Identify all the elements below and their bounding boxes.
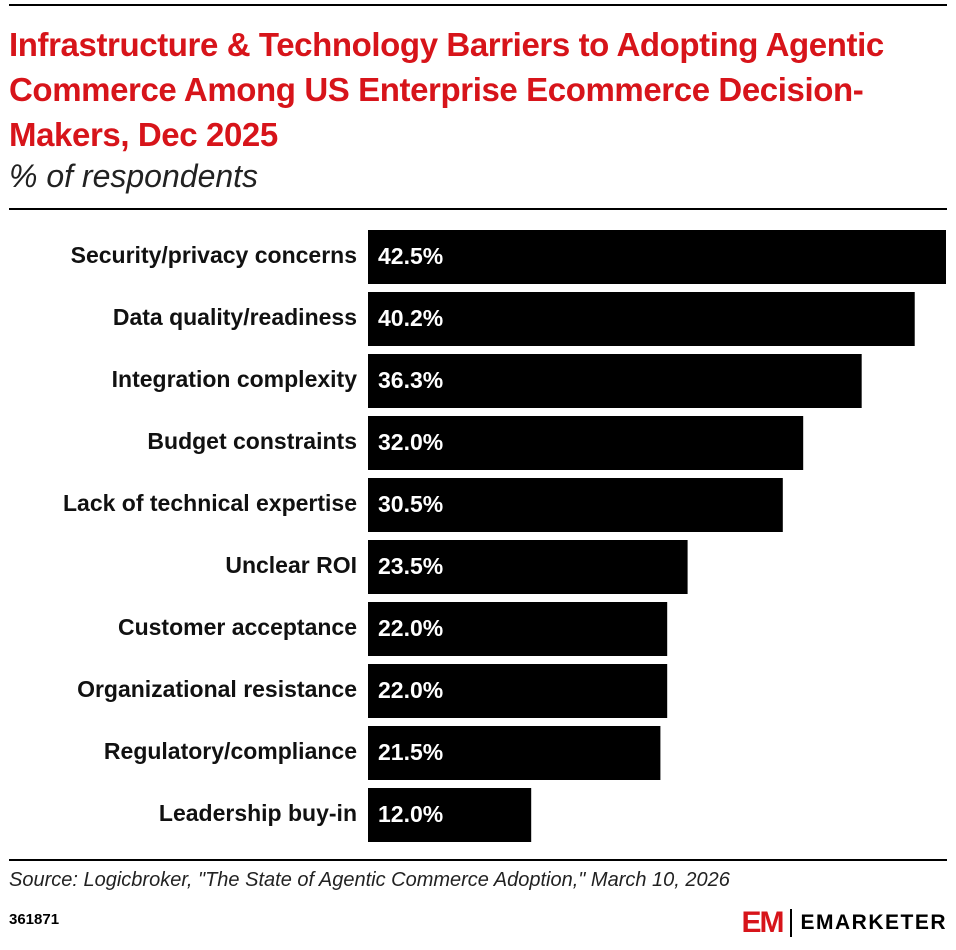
category-label: Budget constraints [147,428,357,454]
top-rule [9,4,947,6]
chart-title: Infrastructure & Technology Barriers to … [9,26,884,153]
category-label: Lack of technical expertise [63,490,357,516]
value-label: 42.5% [378,243,443,269]
value-label: 23.5% [378,553,443,579]
logo-mark: EM [741,906,784,939]
category-label: Leadership buy-in [159,800,357,826]
category-label: Data quality/readiness [113,304,357,330]
value-label: 12.0% [378,801,443,827]
category-label: Security/privacy concerns [71,242,357,268]
chart: Security/privacy concerns 42.5% Data quali… [63,230,946,842]
category-label: Organizational resistance [77,676,357,702]
value-label: 22.0% [378,677,443,703]
value-label: 40.2% [378,305,443,331]
source-rule [9,859,947,861]
category-label: Unclear ROI [225,552,357,578]
value-label: 32.0% [378,429,443,455]
bar [368,602,668,656]
category-label: Integration complexity [112,366,358,392]
chart-subtitle: % of respondents [9,158,259,194]
source: Source: Logicbroker, "The State of Agent… [9,869,730,891]
value-label: 36.3% [378,367,443,393]
category-label: Regulatory/compliance [104,738,357,764]
category-label: Customer acceptance [118,614,357,640]
value-label: 21.5% [378,739,443,765]
logo: EM EMARKETER [741,906,947,940]
bar [368,416,804,470]
value-label: 30.5% [378,491,443,517]
bar [368,354,862,408]
header-rule [9,208,947,210]
bar [368,726,661,780]
bar [368,292,915,346]
bar [368,664,668,718]
logo-separator [790,909,793,937]
bar [368,788,532,842]
bar [368,540,688,594]
chart-id: 361871 [9,911,60,928]
bar [368,230,946,284]
value-label: 22.0% [378,615,443,641]
brand: EMARKETER [800,911,947,934]
bar [368,478,783,532]
